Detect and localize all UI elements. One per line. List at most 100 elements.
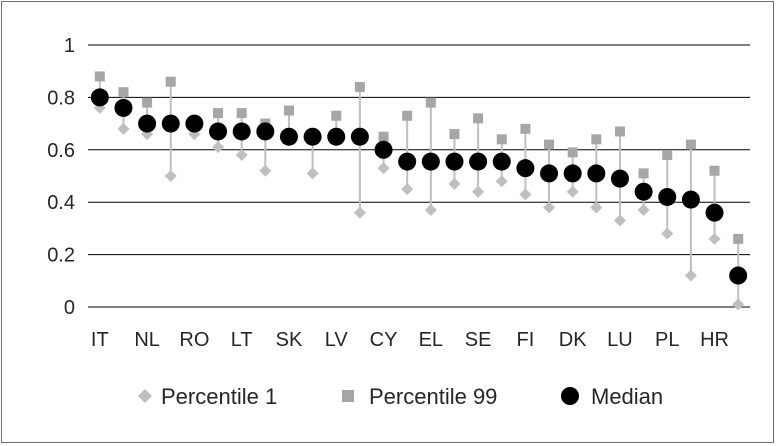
legend-label-median: Median (591, 384, 663, 409)
percentile-1-point (708, 232, 721, 245)
percentile-1-point (117, 122, 130, 135)
median-point (610, 169, 629, 188)
percentile-1-point (519, 188, 532, 201)
series-percentile-99 (94, 71, 744, 244)
x-tick-label: RO (179, 329, 209, 351)
median-point (350, 127, 369, 146)
median-point (398, 152, 417, 171)
y-tick-label: 0.4 (47, 192, 75, 214)
x-tick-label: SE (465, 329, 492, 351)
percentile-99-point (614, 126, 625, 137)
legend-marker-percentile-1 (138, 389, 152, 403)
percentile-99-point (709, 165, 720, 176)
percentile-99-point (354, 81, 365, 92)
median-point (185, 114, 204, 133)
legend-label-percentile-99: Percentile 99 (369, 384, 497, 409)
percentile-99-point (331, 110, 342, 121)
median-point (658, 187, 677, 206)
x-tick-label: CY (370, 329, 398, 351)
y-tick-label: 1 (64, 35, 75, 57)
y-tick-label: 0.6 (47, 140, 75, 162)
x-axis-ticks: IT NL RO LT SK LV CY EL SE FI DK LU PL HR (91, 329, 729, 351)
median-point (729, 266, 748, 285)
percentile-1-point (495, 175, 508, 188)
median-point (279, 127, 298, 146)
x-tick-label: NL (134, 329, 160, 351)
median-point (563, 164, 582, 183)
percentile-1-point (661, 227, 674, 240)
median-point (492, 152, 511, 171)
median-point (587, 164, 606, 183)
x-tick-label: IT (91, 329, 109, 351)
percentile-99-point (165, 76, 176, 87)
percentile-99-point (473, 113, 484, 124)
legend-marker-percentile-99 (342, 390, 354, 402)
median-point (327, 127, 346, 146)
percentile-1-point (684, 269, 697, 282)
percentile-1-point (235, 149, 248, 162)
median-point (516, 159, 535, 178)
median-point (421, 152, 440, 171)
percentile-99-point (496, 134, 507, 145)
percentile-99-point (118, 87, 129, 98)
percentile-1-point (353, 206, 366, 219)
median-point (540, 164, 559, 183)
percentile-99-point (236, 108, 247, 119)
percentile-1-point (401, 183, 414, 196)
series-percentile-1 (93, 101, 745, 311)
percentile-99-point (283, 105, 294, 116)
x-tick-label: HR (700, 329, 729, 351)
percentile-99-point (378, 131, 389, 142)
x-tick-label: FI (517, 329, 535, 351)
percentile-99-point (94, 71, 105, 82)
legend: Percentile 1 Percentile 99 Median (138, 384, 663, 409)
percentile-99-point (662, 150, 673, 161)
median-point (138, 114, 157, 133)
percentile-1-point (448, 177, 461, 190)
percentile-1-point (613, 214, 626, 227)
x-tick-label: EL (419, 329, 443, 351)
percentile-99-point (402, 110, 413, 121)
x-tick-label: LU (607, 329, 633, 351)
percentile-1-point (637, 204, 650, 217)
median-point (634, 182, 653, 201)
percentile-1-point (732, 298, 745, 311)
percentile-99-point (591, 134, 602, 145)
median-point (374, 140, 393, 159)
percentile-99-point (449, 129, 460, 140)
legend-label-percentile-1: Percentile 1 (161, 384, 277, 409)
gridlines (88, 44, 750, 308)
median-point (90, 88, 109, 107)
median-point (161, 114, 180, 133)
percentile-1-point (543, 201, 556, 214)
x-tick-label: DK (559, 329, 587, 351)
x-tick-label: LV (325, 329, 349, 351)
x-tick-label: LT (231, 329, 253, 351)
percentile-99-point (567, 147, 578, 158)
percentile-99-point (425, 97, 436, 108)
percentile-99-point (213, 108, 224, 119)
percentile-1-point (590, 201, 603, 214)
percentile-1-point (472, 185, 485, 198)
percentile-1-point (424, 204, 437, 217)
percentile-1-point (164, 170, 177, 182)
percentile-1-point (259, 164, 272, 177)
percentile-1-point (306, 167, 319, 180)
series-median (90, 88, 748, 285)
percentile-99-point (520, 123, 531, 134)
median-point (209, 122, 228, 141)
y-tick-label: 0.8 (47, 87, 75, 109)
median-point (445, 152, 464, 171)
x-tick-label: SK (276, 329, 303, 351)
percentile-99-point (142, 97, 153, 108)
median-point (303, 127, 322, 146)
percentile-99-point (685, 139, 696, 150)
percentile-1-point (377, 162, 390, 175)
median-point (705, 203, 724, 222)
median-point (232, 122, 251, 141)
percentile-99-point (733, 233, 744, 244)
median-point (114, 98, 133, 117)
median-point (469, 152, 488, 171)
